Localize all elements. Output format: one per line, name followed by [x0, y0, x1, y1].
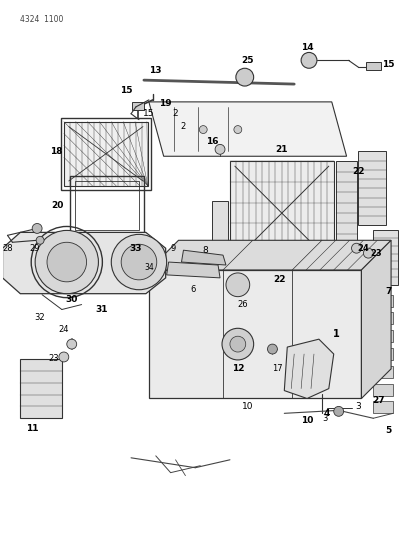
Text: 15: 15: [382, 60, 395, 69]
Polygon shape: [149, 270, 361, 399]
Text: 22: 22: [352, 167, 365, 175]
Text: 1: 1: [333, 329, 340, 339]
Text: 15: 15: [143, 109, 155, 118]
Bar: [373, 366, 393, 378]
Circle shape: [215, 144, 225, 154]
Circle shape: [230, 336, 246, 352]
Bar: [212, 201, 228, 250]
Bar: [373, 330, 393, 342]
Text: 19: 19: [160, 99, 172, 108]
Bar: [230, 161, 334, 265]
Bar: [132, 102, 144, 110]
Polygon shape: [149, 240, 391, 270]
Text: 21: 21: [275, 145, 288, 154]
Text: 8: 8: [202, 246, 208, 255]
Text: 29: 29: [29, 244, 40, 253]
Text: 4324  1100: 4324 1100: [20, 15, 64, 24]
Text: 17: 17: [272, 365, 283, 373]
Text: 24: 24: [59, 325, 69, 334]
Circle shape: [334, 406, 344, 416]
Polygon shape: [2, 232, 166, 294]
Bar: [75, 181, 139, 230]
Text: 34: 34: [144, 263, 154, 272]
Circle shape: [47, 243, 86, 282]
Circle shape: [35, 230, 98, 294]
Bar: [64, 122, 148, 186]
Text: 7: 7: [385, 287, 391, 296]
Text: 11: 11: [26, 424, 38, 433]
Circle shape: [236, 68, 254, 86]
Circle shape: [59, 352, 69, 362]
Text: 23: 23: [49, 354, 59, 364]
Text: 20: 20: [52, 201, 64, 210]
Text: 31: 31: [95, 305, 108, 314]
Circle shape: [67, 339, 77, 349]
Bar: [373, 384, 393, 395]
Circle shape: [199, 126, 207, 134]
Circle shape: [226, 273, 250, 297]
Bar: [373, 230, 398, 285]
Circle shape: [352, 243, 361, 253]
Circle shape: [301, 52, 317, 68]
Text: 9: 9: [171, 244, 176, 253]
Circle shape: [222, 328, 254, 360]
Bar: [336, 161, 357, 265]
Bar: [61, 118, 151, 190]
Text: 23: 23: [370, 249, 382, 257]
Circle shape: [234, 126, 242, 134]
Text: 2: 2: [181, 122, 186, 131]
Bar: [20, 359, 62, 418]
Text: 24: 24: [357, 244, 369, 253]
Text: 30: 30: [66, 295, 78, 304]
Text: 6: 6: [191, 285, 196, 294]
Bar: [373, 312, 393, 325]
Text: 25: 25: [242, 56, 254, 65]
Polygon shape: [166, 262, 220, 278]
Text: 28: 28: [2, 244, 13, 253]
Bar: [373, 295, 393, 306]
Circle shape: [111, 235, 166, 290]
Polygon shape: [182, 250, 226, 265]
Text: 13: 13: [149, 66, 162, 75]
Text: 10: 10: [242, 402, 253, 411]
Bar: [366, 62, 381, 70]
Circle shape: [36, 236, 44, 244]
Text: 5: 5: [385, 426, 391, 434]
Text: 4: 4: [324, 409, 330, 418]
Bar: [373, 348, 393, 360]
Text: 14: 14: [301, 43, 313, 52]
Text: 22: 22: [273, 276, 286, 284]
Text: 3: 3: [356, 402, 361, 411]
Polygon shape: [361, 240, 391, 399]
Text: 12: 12: [232, 365, 244, 373]
Bar: [359, 151, 386, 225]
Text: 26: 26: [237, 300, 248, 309]
Bar: [70, 176, 144, 236]
Circle shape: [364, 248, 373, 258]
Polygon shape: [149, 102, 346, 156]
Text: 16: 16: [206, 137, 218, 146]
Text: 10: 10: [301, 416, 313, 425]
Text: 3: 3: [322, 414, 328, 423]
Bar: [373, 401, 393, 413]
Text: 18: 18: [50, 147, 62, 156]
Text: 32: 32: [35, 313, 45, 322]
Circle shape: [32, 223, 42, 233]
Text: 2: 2: [173, 109, 178, 118]
Text: 33: 33: [130, 244, 142, 253]
Polygon shape: [284, 339, 334, 399]
Text: 15: 15: [120, 85, 132, 94]
Text: 27: 27: [372, 396, 385, 405]
Circle shape: [268, 344, 277, 354]
Circle shape: [121, 244, 157, 280]
